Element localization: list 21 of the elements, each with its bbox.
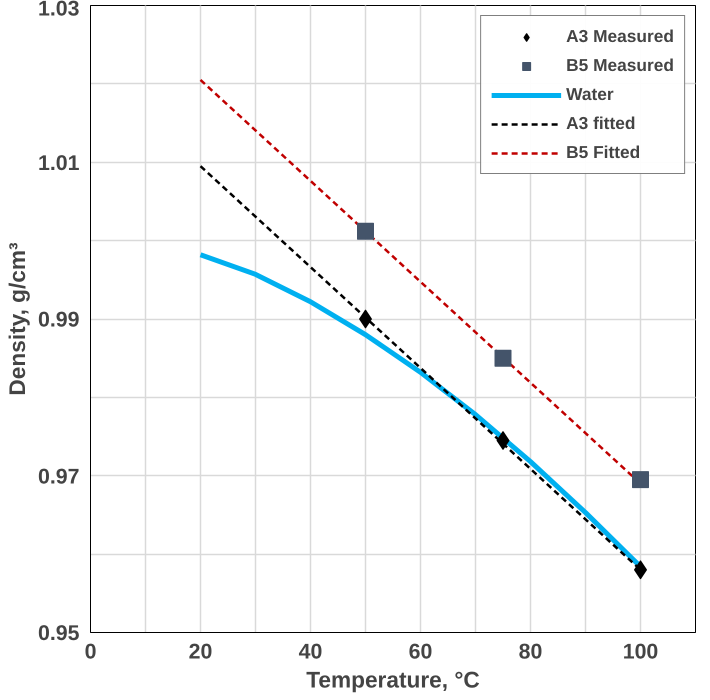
x-tick-label: 60 [408, 640, 432, 664]
point [357, 222, 374, 240]
y-tick-label: 1.03 [38, 0, 80, 20]
x-tick-label: 40 [298, 640, 322, 664]
point [632, 471, 649, 488]
point [494, 350, 512, 367]
x-tick-label: 80 [518, 640, 542, 664]
y-tick-label: 1.01 [38, 150, 80, 175]
x-tick-label: 20 [188, 640, 212, 664]
legend-label: Water [566, 84, 614, 105]
x-axis-title: Temperature, °C [306, 666, 480, 692]
y-tick-label: 0.99 [38, 308, 80, 332]
y-tick-label: 0.97 [38, 464, 80, 488]
x-tick-label: 100 [622, 640, 658, 664]
y-axis-title: Density, g/cm³ [4, 242, 30, 396]
legend-label: B5 Measured [566, 55, 674, 76]
x-tick-label: 0 [84, 640, 96, 664]
legend-label: B5 Fitted [566, 142, 640, 163]
legend-label: A3 fitted [566, 113, 636, 134]
legend-label: A3 Measured [566, 26, 674, 47]
y-tick-label: 0.95 [38, 621, 80, 645]
